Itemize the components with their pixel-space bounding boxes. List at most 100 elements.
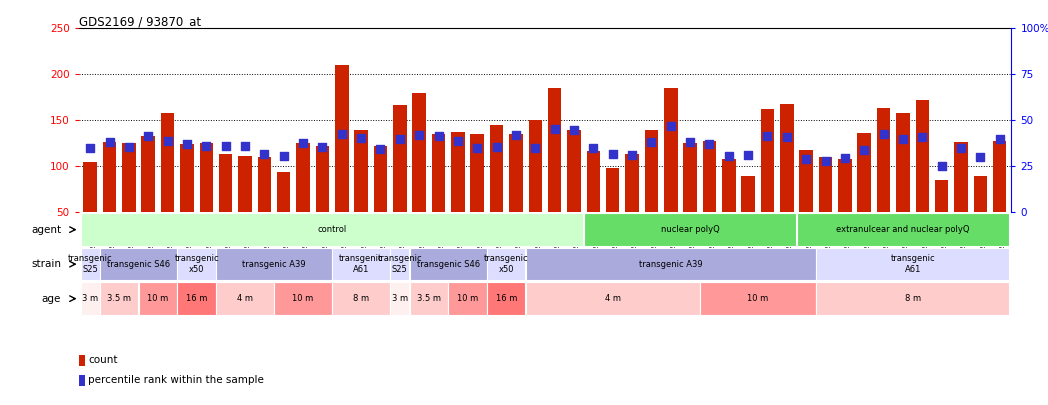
Bar: [916, 100, 930, 212]
Text: 3.5 m: 3.5 m: [417, 294, 441, 303]
Bar: [626, 154, 639, 212]
Bar: [818, 157, 832, 212]
Bar: [974, 176, 987, 212]
Point: [507, 132, 524, 139]
Bar: [335, 65, 349, 212]
Text: 3.5 m: 3.5 m: [107, 294, 131, 303]
Bar: [587, 151, 601, 212]
FancyBboxPatch shape: [410, 282, 447, 315]
Bar: [955, 141, 967, 212]
FancyBboxPatch shape: [100, 248, 177, 280]
Point: [102, 138, 118, 145]
Point: [605, 151, 621, 158]
FancyBboxPatch shape: [449, 282, 486, 315]
Point: [430, 133, 446, 139]
Bar: [84, 162, 97, 212]
Point: [237, 143, 254, 149]
Point: [585, 145, 602, 151]
FancyBboxPatch shape: [487, 282, 525, 315]
Text: nuclear polyQ: nuclear polyQ: [660, 225, 720, 234]
Text: 3 m: 3 m: [82, 294, 99, 303]
Point: [662, 123, 679, 129]
Text: transgenic
A61: transgenic A61: [891, 254, 935, 274]
Text: 4 m: 4 m: [237, 294, 253, 303]
Text: transgenic A39: transgenic A39: [639, 260, 702, 269]
Bar: [315, 146, 329, 212]
FancyBboxPatch shape: [332, 248, 390, 280]
Text: transgenic
x50: transgenic x50: [484, 254, 528, 274]
Bar: [258, 157, 271, 212]
Bar: [567, 130, 581, 212]
Point: [294, 140, 311, 147]
FancyBboxPatch shape: [410, 248, 486, 280]
Bar: [548, 88, 562, 212]
Bar: [992, 141, 1006, 212]
Point: [953, 145, 969, 151]
Point: [82, 145, 99, 151]
Text: 8 m: 8 m: [904, 294, 921, 303]
Text: strain: strain: [31, 259, 61, 269]
Bar: [103, 141, 116, 212]
Point: [314, 144, 331, 150]
Point: [159, 137, 176, 144]
Point: [914, 134, 931, 140]
Bar: [606, 168, 619, 212]
Point: [720, 153, 737, 160]
Bar: [471, 134, 484, 212]
FancyBboxPatch shape: [796, 213, 1009, 246]
Text: 10 m: 10 m: [148, 294, 169, 303]
Point: [411, 132, 428, 139]
Point: [643, 138, 660, 145]
Bar: [800, 150, 813, 212]
Bar: [857, 133, 871, 212]
Bar: [238, 156, 252, 212]
Point: [895, 136, 912, 142]
FancyBboxPatch shape: [332, 282, 390, 315]
Text: transgenic
S25: transgenic S25: [377, 254, 422, 274]
Bar: [664, 88, 677, 212]
Point: [198, 143, 215, 149]
Bar: [645, 130, 658, 212]
Point: [372, 146, 389, 152]
Point: [875, 131, 892, 137]
Point: [256, 151, 272, 158]
FancyBboxPatch shape: [81, 282, 100, 315]
Point: [450, 137, 466, 144]
Text: transgenic
A61: transgenic A61: [339, 254, 384, 274]
FancyBboxPatch shape: [275, 282, 332, 315]
Bar: [160, 113, 174, 212]
Point: [276, 153, 292, 160]
Point: [624, 152, 640, 159]
Point: [139, 133, 156, 139]
Text: GDS2169 / 93870_at: GDS2169 / 93870_at: [79, 15, 201, 28]
Bar: [877, 109, 891, 212]
Bar: [123, 143, 135, 212]
Bar: [79, 375, 85, 386]
FancyBboxPatch shape: [216, 282, 274, 315]
Bar: [413, 93, 425, 212]
Text: 8 m: 8 m: [353, 294, 369, 303]
FancyBboxPatch shape: [100, 282, 138, 315]
FancyBboxPatch shape: [177, 282, 216, 315]
Bar: [79, 355, 85, 366]
Bar: [451, 132, 464, 212]
Point: [353, 134, 370, 141]
Bar: [528, 120, 542, 212]
Point: [527, 145, 544, 151]
FancyBboxPatch shape: [526, 248, 815, 280]
FancyBboxPatch shape: [816, 282, 1009, 315]
Bar: [180, 144, 194, 212]
Point: [971, 154, 988, 160]
Bar: [297, 143, 310, 212]
Text: 3 m: 3 m: [392, 294, 408, 303]
Point: [333, 131, 350, 137]
Point: [488, 144, 505, 150]
FancyBboxPatch shape: [487, 248, 525, 280]
Bar: [277, 172, 290, 212]
Text: transgenic
S25: transgenic S25: [68, 254, 112, 274]
Bar: [141, 136, 155, 212]
Text: transgenic S46: transgenic S46: [417, 260, 480, 269]
Bar: [393, 105, 407, 212]
Point: [817, 158, 834, 164]
Bar: [432, 134, 445, 212]
